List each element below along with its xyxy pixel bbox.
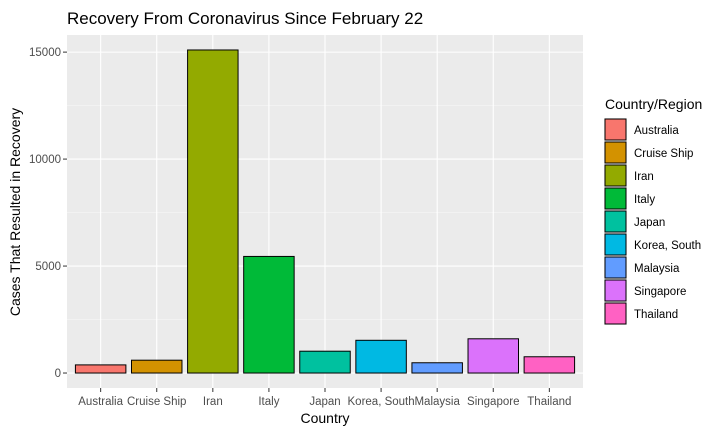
legend-label: Korea, South	[634, 240, 701, 252]
legend-label: Italy	[634, 194, 655, 206]
bar-australia	[74, 364, 127, 374]
bar-singapore	[467, 338, 519, 374]
legend-swatch	[604, 164, 627, 187]
legend-label: Malaysia	[634, 263, 680, 275]
legend: Australia Cruise Ship Iran Italy Japan Korea,…	[604, 118, 701, 325]
x-tick-label: Cruise Ship	[127, 396, 186, 408]
bar-iran	[187, 49, 239, 374]
legend-swatch	[604, 233, 627, 256]
y-axis-title: Cases That Resulted in Recovery	[7, 108, 23, 316]
legend-label: Japan	[634, 217, 665, 229]
x-tick-label: Thailand	[527, 396, 571, 408]
y-tick-label: 5000	[35, 261, 61, 273]
bar-cruise-ship	[131, 359, 183, 374]
legend-swatch	[604, 256, 627, 279]
legend-swatch	[604, 279, 627, 302]
x-axis: Australia Cruise Ship Iran Italy Japan Korea,…	[78, 388, 571, 408]
legend-label: Thailand	[634, 309, 678, 321]
legend-label: Australia	[634, 125, 679, 137]
x-tick-label: Malaysia	[414, 396, 460, 408]
x-tick-label: Iran	[203, 396, 223, 408]
bar-malaysia	[411, 362, 463, 374]
chart-title: Recovery From Coronavirus Since February…	[67, 9, 423, 28]
x-axis-title: Country	[300, 410, 349, 426]
legend-title: Country/Region	[605, 96, 702, 112]
bars	[74, 49, 576, 374]
x-tick-label: Italy	[258, 396, 279, 408]
legend-swatch	[604, 210, 627, 233]
bar-thailand	[523, 356, 576, 374]
y-tick-label: 0	[55, 368, 61, 380]
legend-label: Cruise Ship	[634, 148, 693, 160]
bar-italy	[243, 255, 295, 374]
x-tick-label: Korea, South	[348, 396, 415, 408]
legend-swatch	[604, 141, 627, 164]
legend-label: Singapore	[634, 286, 686, 298]
legend-swatch	[604, 302, 627, 325]
y-tick-label: 10000	[29, 154, 61, 166]
x-tick-label: Japan	[309, 396, 340, 408]
legend-label: Iran	[634, 171, 654, 183]
legend-swatch	[604, 118, 627, 141]
x-tick-label: Singapore	[467, 396, 519, 408]
bar-korea-south	[355, 339, 407, 374]
y-axis: 0 5000 10000 15000	[29, 47, 67, 380]
bar-japan	[299, 350, 351, 374]
x-tick-label: Australia	[78, 396, 123, 408]
legend-swatch	[604, 187, 627, 210]
y-tick-label: 15000	[29, 47, 61, 59]
